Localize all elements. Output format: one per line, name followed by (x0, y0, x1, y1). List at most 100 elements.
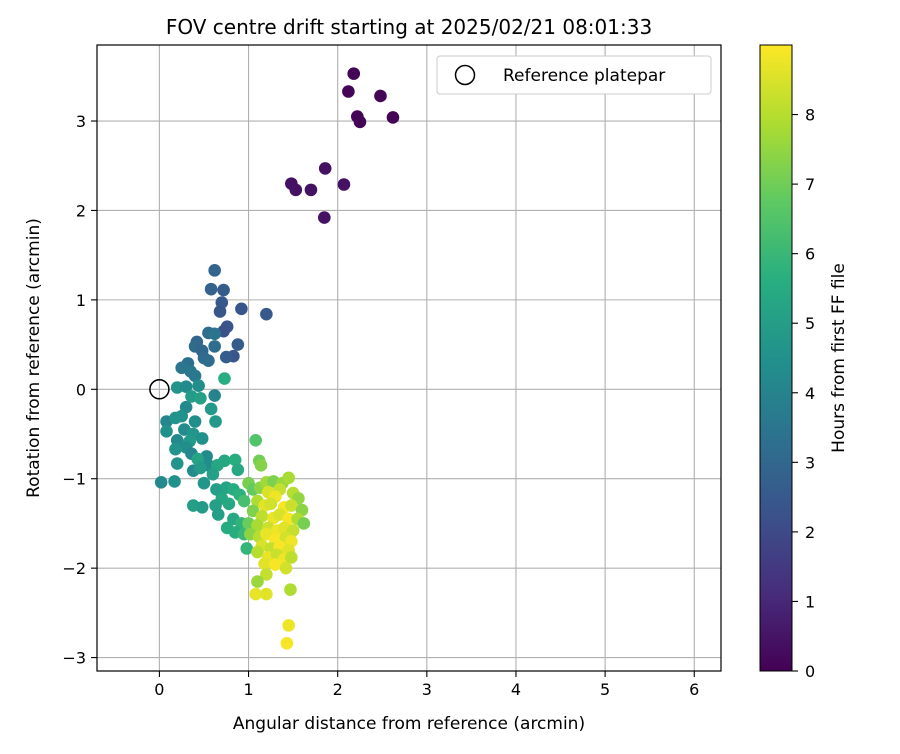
data-point (279, 561, 293, 575)
x-tick-label: 1 (243, 680, 253, 699)
data-point (206, 467, 220, 481)
legend-marker (454, 64, 476, 86)
legend: Reference platepar (436, 55, 712, 95)
data-point (318, 162, 332, 175)
legend-box (436, 55, 712, 95)
reference-platepar-marker (149, 379, 170, 400)
x-tick-label: 4 (511, 680, 521, 699)
y-tick-label: 1 (76, 291, 86, 310)
data-point (213, 305, 227, 318)
colorbar-ticks: 0 1 2 3 4 5 6 7 8 (792, 106, 815, 681)
y-axis-label: Rotation from reference (arcmin) (24, 218, 44, 498)
data-point (282, 619, 295, 632)
data-point (169, 442, 182, 456)
data-point (237, 494, 251, 508)
data-points (154, 67, 400, 650)
data-point (188, 369, 202, 383)
data-point (318, 211, 331, 224)
data-point (208, 340, 221, 353)
y-tick-label: 2 (76, 201, 86, 220)
data-point (249, 587, 262, 601)
data-point (192, 379, 205, 393)
data-point (374, 89, 387, 103)
data-point (168, 475, 181, 488)
data-point (251, 518, 264, 532)
data-point (342, 85, 355, 98)
colorbar-tick-label: 8 (805, 106, 815, 125)
data-point (231, 338, 245, 351)
plot-frame (96, 44, 722, 672)
colorbar-tick-label: 3 (805, 453, 815, 472)
y-tick-label: 3 (76, 112, 86, 131)
data-point (258, 557, 271, 570)
data-point (297, 517, 311, 530)
data-point (218, 454, 231, 468)
data-point (211, 508, 225, 521)
x-tick-label: 6 (689, 680, 699, 699)
data-point (204, 282, 218, 296)
data-point (280, 636, 294, 650)
data-point (240, 542, 254, 555)
data-point (251, 575, 264, 588)
data-point (188, 415, 202, 428)
data-point (251, 545, 264, 559)
y-tick-label: 0 (76, 380, 86, 399)
x-tick-label: 0 (154, 680, 164, 699)
data-point (235, 302, 248, 316)
data-point (218, 372, 231, 385)
colorbar: 0 1 2 3 4 5 6 7 8 Hours from first FF file (759, 44, 849, 681)
colorbar-tick-label: 6 (805, 245, 815, 264)
data-point (219, 350, 233, 364)
data-point (209, 415, 222, 428)
data-point (337, 178, 351, 191)
reference-marker (149, 379, 170, 400)
data-point (249, 433, 262, 447)
data-point (228, 453, 242, 467)
y-tick-label: −1 (62, 470, 86, 489)
data-point (260, 568, 273, 581)
data-point (285, 499, 298, 512)
data-point (160, 425, 173, 438)
data-point (169, 411, 182, 425)
colorbar-label: Hours from first FF file (829, 263, 849, 453)
colorbar-tick-label: 7 (805, 175, 815, 194)
data-point (217, 283, 230, 297)
x-tick-label: 2 (333, 680, 343, 699)
data-point (208, 327, 221, 341)
data-point (195, 501, 209, 514)
data-point (197, 476, 211, 490)
data-point (170, 457, 184, 470)
data-point (204, 402, 218, 416)
colorbar-tick-label: 2 (805, 523, 815, 542)
x-tick-label: 3 (422, 680, 432, 699)
data-point (222, 497, 236, 511)
colorbar-tick-label: 0 (805, 662, 815, 681)
data-point (194, 461, 207, 475)
data-point (285, 551, 298, 564)
chart-title: FOV centre drift starting at 2025/02/21 … (166, 15, 652, 39)
x-axis-ticks: 0 1 2 3 4 5 6 (154, 671, 699, 699)
data-point (202, 354, 215, 367)
colorbar-gradient (759, 44, 793, 672)
data-point (353, 115, 367, 129)
data-point (260, 587, 273, 601)
data-point (208, 389, 221, 402)
y-axis-ticks: −3 −2 −1 0 1 2 3 (62, 112, 97, 668)
data-point (179, 380, 193, 393)
data-point (260, 307, 273, 321)
data-point (268, 558, 282, 571)
data-point (264, 497, 278, 511)
data-point (231, 463, 245, 477)
data-point (154, 476, 168, 489)
data-point (284, 583, 297, 596)
legend-label: Reference platepar (503, 66, 665, 86)
data-point (195, 432, 209, 445)
data-point (282, 471, 295, 485)
colorbar-tick-label: 4 (805, 384, 815, 403)
data-point (194, 391, 207, 405)
data-point (386, 111, 400, 124)
colorbar-tick-label: 5 (805, 314, 815, 333)
data-point (289, 183, 303, 197)
colorbar-tick-label: 1 (805, 592, 815, 611)
